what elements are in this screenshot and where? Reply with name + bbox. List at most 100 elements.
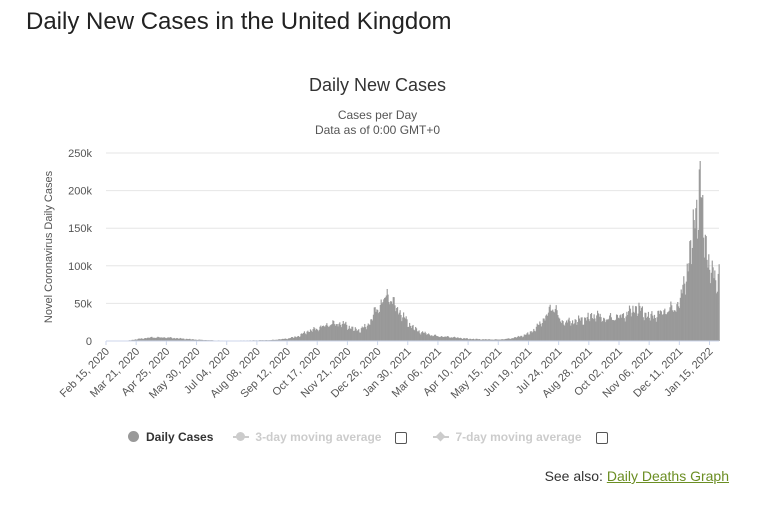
- bar: [519, 336, 521, 341]
- bar: [437, 336, 439, 341]
- bar: [271, 339, 273, 341]
- bar: [623, 318, 625, 341]
- bar: [589, 321, 591, 341]
- bar: [615, 319, 617, 341]
- bar: [506, 338, 508, 341]
- bar: [425, 333, 427, 341]
- bar: [643, 320, 645, 341]
- bar: [201, 339, 203, 341]
- bar: [517, 335, 519, 341]
- bar: [322, 325, 324, 341]
- bar: [171, 337, 173, 341]
- bar: [446, 336, 449, 341]
- bar: [682, 284, 684, 341]
- y-tick-label: 0: [86, 336, 92, 348]
- bar: [577, 322, 579, 341]
- chart-subtitle: Cases per Day Data as of 0:00 GMT+0: [0, 108, 755, 138]
- bar: [331, 323, 333, 341]
- bar: [159, 337, 162, 341]
- legend-item-daily-cases[interactable]: Daily Cases: [128, 430, 213, 444]
- bar: [709, 283, 712, 341]
- legend-marker-line: [233, 431, 250, 442]
- bar: [508, 338, 510, 341]
- bar: [140, 338, 143, 341]
- bar: [574, 319, 576, 341]
- bar: [291, 337, 293, 341]
- bar: [451, 337, 453, 341]
- bar: [550, 310, 552, 341]
- bar: [654, 318, 656, 341]
- bar: [591, 318, 593, 341]
- bar: [453, 337, 455, 341]
- bar: [361, 326, 363, 341]
- bar: [363, 326, 365, 341]
- bar: [177, 338, 179, 341]
- bar: [515, 337, 517, 341]
- bar: [514, 337, 516, 341]
- y-tick-label: 250k: [68, 148, 92, 160]
- bar: [148, 337, 150, 341]
- bar: [582, 324, 584, 341]
- bar: [614, 320, 616, 341]
- bar: [181, 338, 183, 341]
- bar: [278, 339, 281, 341]
- bar: [475, 338, 477, 341]
- bar: [497, 339, 500, 341]
- bar: [434, 334, 436, 341]
- bar: [136, 339, 138, 341]
- bar: [379, 304, 381, 341]
- bar: [321, 326, 324, 341]
- bar: [395, 311, 397, 341]
- bar: [484, 339, 486, 341]
- bar: [609, 313, 612, 341]
- bar: [701, 197, 703, 341]
- bar: [353, 330, 356, 341]
- bar: [712, 267, 714, 341]
- bar: [330, 324, 332, 341]
- bar: [447, 336, 450, 341]
- bar: [552, 309, 554, 341]
- 7-day-average-checkbox[interactable]: [595, 432, 608, 444]
- bar: [666, 312, 669, 341]
- bar: [469, 338, 471, 341]
- bar: [648, 317, 650, 341]
- legend-item-7-day-average[interactable]: 7-day moving average: [433, 430, 582, 444]
- bar: [169, 337, 171, 341]
- bar: [675, 311, 677, 341]
- bar: [631, 312, 633, 341]
- daily-deaths-graph-link[interactable]: Daily Deaths Graph: [606, 468, 729, 484]
- bar: [562, 321, 564, 341]
- bar: [634, 312, 636, 341]
- bar: [434, 334, 437, 341]
- 3-day-average-checkbox[interactable]: [395, 432, 408, 444]
- bar: [523, 334, 525, 341]
- bar: [639, 305, 641, 341]
- bar: [629, 308, 631, 341]
- bar: [311, 331, 313, 341]
- bar: [545, 315, 547, 341]
- bar: [641, 306, 643, 341]
- bar: [678, 306, 680, 341]
- bar: [477, 339, 479, 341]
- bar: [604, 322, 606, 341]
- y-tick-label: 50k: [74, 298, 92, 310]
- bar: [679, 297, 681, 341]
- bar: [356, 331, 358, 341]
- bar: [199, 339, 201, 341]
- chart-container: 0 50k 100k 150k 200k 250k Novel Coronavirus Da…: [0, 60, 770, 460]
- bar: [566, 322, 568, 341]
- bar: [281, 339, 283, 341]
- bar: [584, 317, 587, 341]
- bar: [173, 337, 175, 341]
- bar: [596, 315, 598, 341]
- bar: [459, 338, 461, 341]
- bar: [621, 317, 623, 341]
- bar: [179, 337, 181, 341]
- legend-item-3-day-average[interactable]: 3-day moving average: [233, 430, 381, 444]
- chart-subtitle-line: Cases per Day: [337, 108, 418, 122]
- bar: [543, 318, 545, 341]
- bar: [547, 312, 550, 341]
- bar: [385, 295, 387, 341]
- bar: [672, 311, 675, 341]
- bar: [690, 264, 693, 341]
